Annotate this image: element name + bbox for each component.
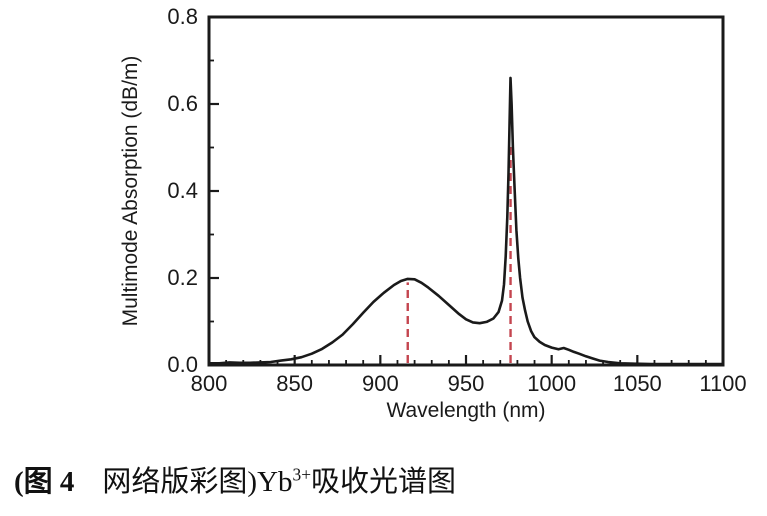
svg-text:950: 950 <box>448 371 485 396</box>
svg-text:900: 900 <box>362 371 399 396</box>
svg-text:1050: 1050 <box>613 371 662 396</box>
y-axis-tick-labels: 0.0 0.2 0.4 0.6 0.8 <box>167 4 198 377</box>
x-axis-tick-labels: 800 850 900 950 1000 1050 1100 <box>191 371 747 396</box>
svg-text:0.8: 0.8 <box>167 4 198 29</box>
caption-figure-number: (图 4 <box>14 466 75 498</box>
svg-text:850: 850 <box>276 371 313 396</box>
plot-frame <box>207 15 725 367</box>
x-axis-minor-ticks <box>225 360 707 365</box>
figure-caption: (图 4 网络版彩图)Yb3+吸收光谱图 <box>14 458 754 500</box>
svg-text:1000: 1000 <box>527 371 576 396</box>
x-axis-title: Wavelength (nm) <box>386 399 545 422</box>
caption-suffix: 吸收光谱图 <box>311 466 457 498</box>
svg-text:800: 800 <box>191 371 228 396</box>
absorption-curve <box>207 76 725 366</box>
svg-text:1100: 1100 <box>699 371 746 396</box>
y-axis-minor-ticks <box>209 59 214 323</box>
svg-text:0.6: 0.6 <box>167 91 198 116</box>
svg-text:0.4: 0.4 <box>167 178 198 203</box>
caption-body: 网络版彩图)Yb <box>102 466 293 498</box>
svg-text:0.0: 0.0 <box>167 352 198 377</box>
peak-marker-dashed-lines <box>406 143 512 363</box>
y-axis-title: Multimode Absorption (dB/m) <box>119 56 142 327</box>
svg-text:0.2: 0.2 <box>167 265 198 290</box>
caption-superscript: 3+ <box>292 464 312 485</box>
absorption-spectrum-chart: 800 850 900 950 1000 1050 1100 0.0 0.2 0.4 0.6 0.8… <box>119 4 747 422</box>
y-axis-major-ticks <box>209 15 219 367</box>
